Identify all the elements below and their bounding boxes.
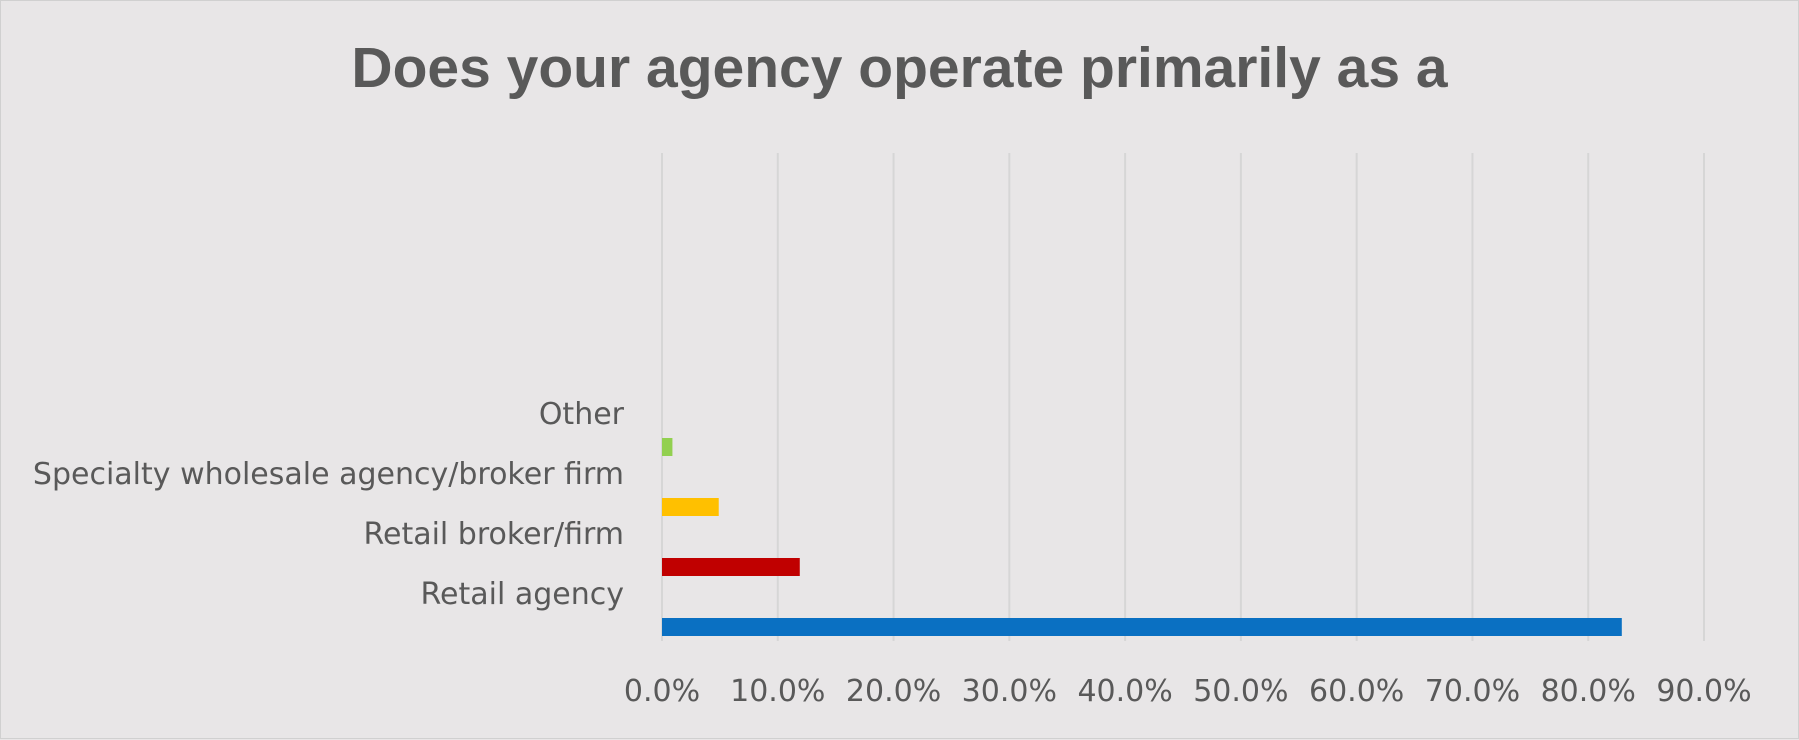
x-tick-label: 70.0%	[1425, 674, 1520, 709]
x-tick-label: 80.0%	[1541, 674, 1636, 709]
category-label: Retail broker/firm	[363, 517, 624, 552]
category-label: Specialty wholesale agency/broker firm	[33, 457, 624, 492]
x-tick-label: 20.0%	[846, 674, 941, 709]
bar	[662, 618, 1622, 636]
x-tick-label: 10.0%	[730, 674, 825, 709]
bar	[662, 498, 719, 516]
chart-title: Does your agency operate primarily as a	[351, 36, 1448, 100]
x-tick-label: 0.0%	[624, 674, 700, 709]
x-tick-label: 50.0%	[1193, 674, 1288, 709]
bar	[662, 558, 800, 576]
category-label: Retail agency	[421, 577, 624, 612]
x-tick-label: 60.0%	[1309, 674, 1404, 709]
x-tick-label: 30.0%	[962, 674, 1057, 709]
x-tick-label: 90.0%	[1656, 674, 1751, 709]
bar	[662, 438, 673, 456]
category-label: Other	[539, 397, 625, 432]
x-tick-labels: 0.0% 10.0% 20.0% 30.0% 40.0% 50.0% 60.0% 70.0% 8…	[624, 674, 1752, 709]
grid-lines	[661, 153, 1705, 641]
bars	[662, 438, 1622, 636]
category-labels: Retail agency Retail broker/firm Specialty…	[33, 397, 625, 612]
x-tick-label: 40.0%	[1077, 674, 1172, 709]
